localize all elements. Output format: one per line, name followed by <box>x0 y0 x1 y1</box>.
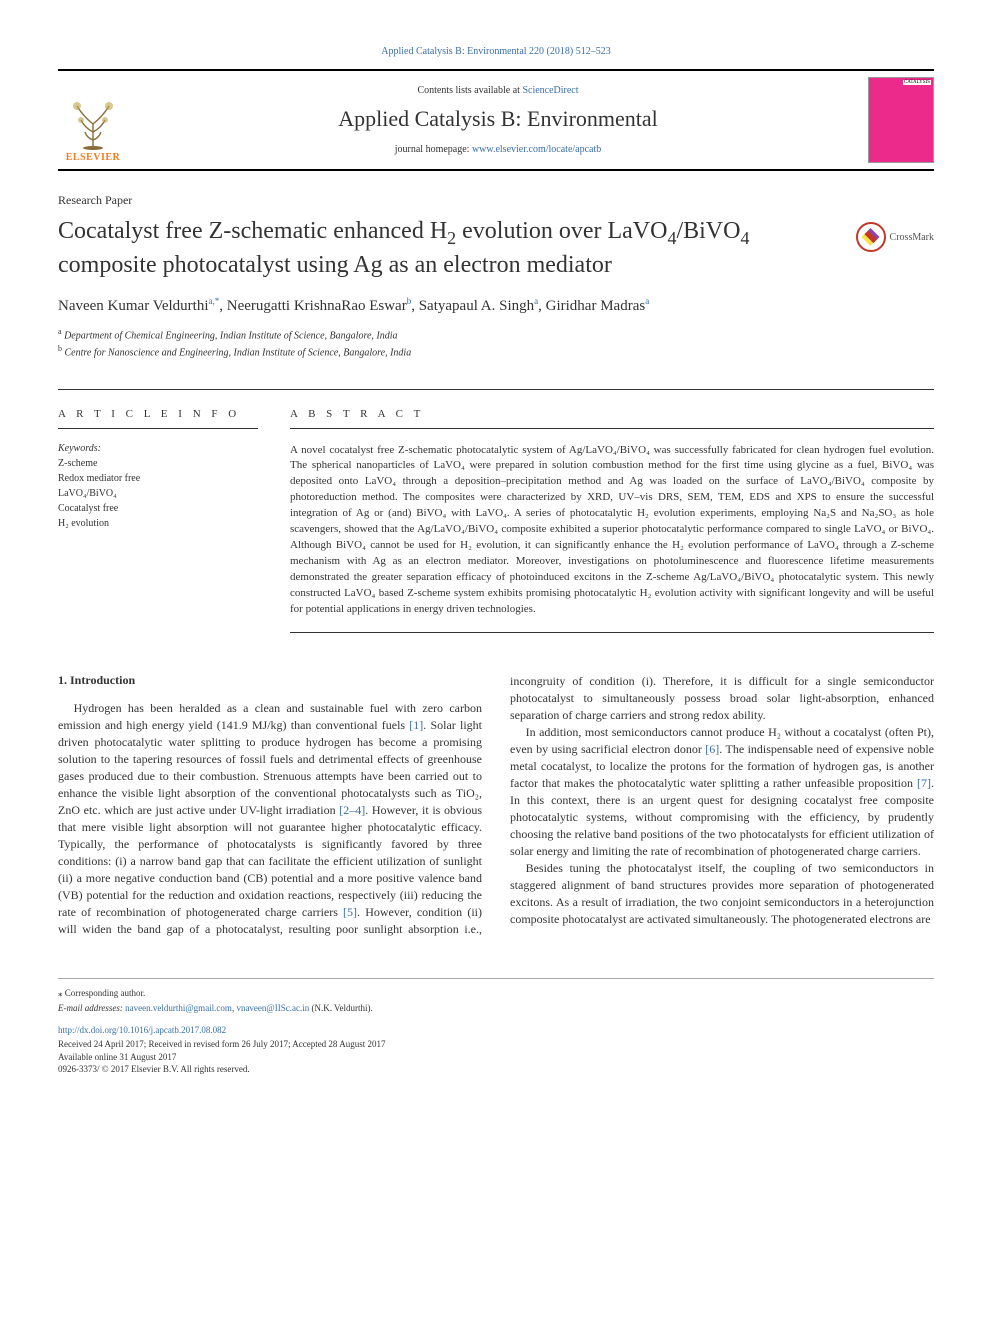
available-line: Available online 31 August 2017 <box>58 1051 934 1064</box>
authors: Naveen Kumar Veldurthia,*, Neerugatti Kr… <box>58 295 934 318</box>
abstract-text: A novel cocatalyst free Z-schematic phot… <box>290 443 934 633</box>
abstract: A B S T R A C T A novel cocatalyst free … <box>290 408 934 633</box>
ref-2-4[interactable]: [2–4] <box>339 803 365 817</box>
ref-7[interactable]: [7] <box>917 776 931 790</box>
author-3: , Satyapaul A. Singh <box>411 298 534 314</box>
affiliations: a Department of Chemical Engineering, In… <box>58 326 934 361</box>
elsevier-tree-icon <box>65 94 121 152</box>
paper-title: Cocatalyst free Z-schematic enhanced H2 … <box>58 216 836 281</box>
homepage-prefix: journal homepage: <box>395 144 472 155</box>
top-citation-link[interactable]: Applied Catalysis B: Environmental 220 (… <box>381 46 610 57</box>
elsevier-logo: ELSEVIER <box>58 77 128 163</box>
paper-type: Research Paper <box>58 193 934 208</box>
email-line: E-mail addresses: naveen.veldurthi@gmail… <box>58 1002 934 1015</box>
email-2[interactable]: vnaveen@IISc.ac.in <box>236 1003 309 1013</box>
intro-body: Hydrogen has been heralded as a clean an… <box>58 673 934 938</box>
keywords-list: Z-scheme Redox mediator free LaVO₄/BiVO₄… <box>58 456 258 531</box>
article-info: A R T I C L E I N F O Keywords: Z-scheme… <box>58 408 258 633</box>
homepage-line: journal homepage: www.elsevier.com/locat… <box>138 144 858 155</box>
contents-prefix: Contents lists available at <box>417 85 522 96</box>
keywords-label: Keywords: <box>58 443 258 454</box>
header-middle: Contents lists available at ScienceDirec… <box>138 85 858 155</box>
author-4: , Giridhar Madras <box>538 298 645 314</box>
sciencedirect-link[interactable]: ScienceDirect <box>522 85 578 96</box>
received-line: Received 24 April 2017; Received in revi… <box>58 1038 934 1051</box>
journal-name: Applied Catalysis B: Environmental <box>138 106 858 132</box>
elsevier-label: ELSEVIER <box>66 152 121 163</box>
ref-5[interactable]: [5] <box>343 905 357 919</box>
author-2: , Neerugatti KrishnaRao Eswar <box>219 298 406 314</box>
contents-line: Contents lists available at ScienceDirec… <box>138 85 858 96</box>
corresponding-author: ⁎ Corresponding author. <box>58 987 934 1000</box>
crossmark-icon <box>856 222 886 252</box>
crossmark-label: CrossMark <box>890 232 934 243</box>
ref-1[interactable]: [1] <box>409 718 423 732</box>
article-info-label: A R T I C L E I N F O <box>58 408 258 429</box>
intro-heading: 1. Introduction <box>58 673 482 688</box>
keyword: Redox mediator free <box>58 471 258 486</box>
keyword: Cocatalyst free <box>58 501 258 516</box>
keyword: H₂ evolution <box>58 516 258 531</box>
affiliation-a: Department of Chemical Engineering, Indi… <box>64 330 397 341</box>
homepage-link[interactable]: www.elsevier.com/locate/apcatb <box>472 144 601 155</box>
author-1: Naveen Kumar Veldurthi <box>58 298 209 314</box>
abstract-label: A B S T R A C T <box>290 408 934 429</box>
top-citation: Applied Catalysis B: Environmental 220 (… <box>58 46 934 57</box>
cover-title: CATALYSIS <box>903 80 931 85</box>
introduction-section: 1. Introduction Hydrogen has been herald… <box>58 673 934 938</box>
copyright-line: 0926-3373/ © 2017 Elsevier B.V. All righ… <box>58 1063 934 1076</box>
footer: ⁎ Corresponding author. E-mail addresses… <box>58 978 934 1076</box>
crossmark-badge[interactable]: CrossMark <box>856 222 934 252</box>
email-1[interactable]: naveen.veldurthi@gmail.com <box>125 1003 232 1013</box>
keyword: LaVO₄/BiVO₄ <box>58 486 258 501</box>
ref-6[interactable]: [6] <box>705 742 719 756</box>
keyword: Z-scheme <box>58 456 258 471</box>
journal-cover: CATALYSIS <box>868 77 934 163</box>
affiliation-b: Centre for Nanoscience and Engineering, … <box>65 348 412 359</box>
journal-header: ELSEVIER Contents lists available at Sci… <box>58 69 934 171</box>
doi-link[interactable]: http://dx.doi.org/10.1016/j.apcatb.2017.… <box>58 1025 226 1035</box>
